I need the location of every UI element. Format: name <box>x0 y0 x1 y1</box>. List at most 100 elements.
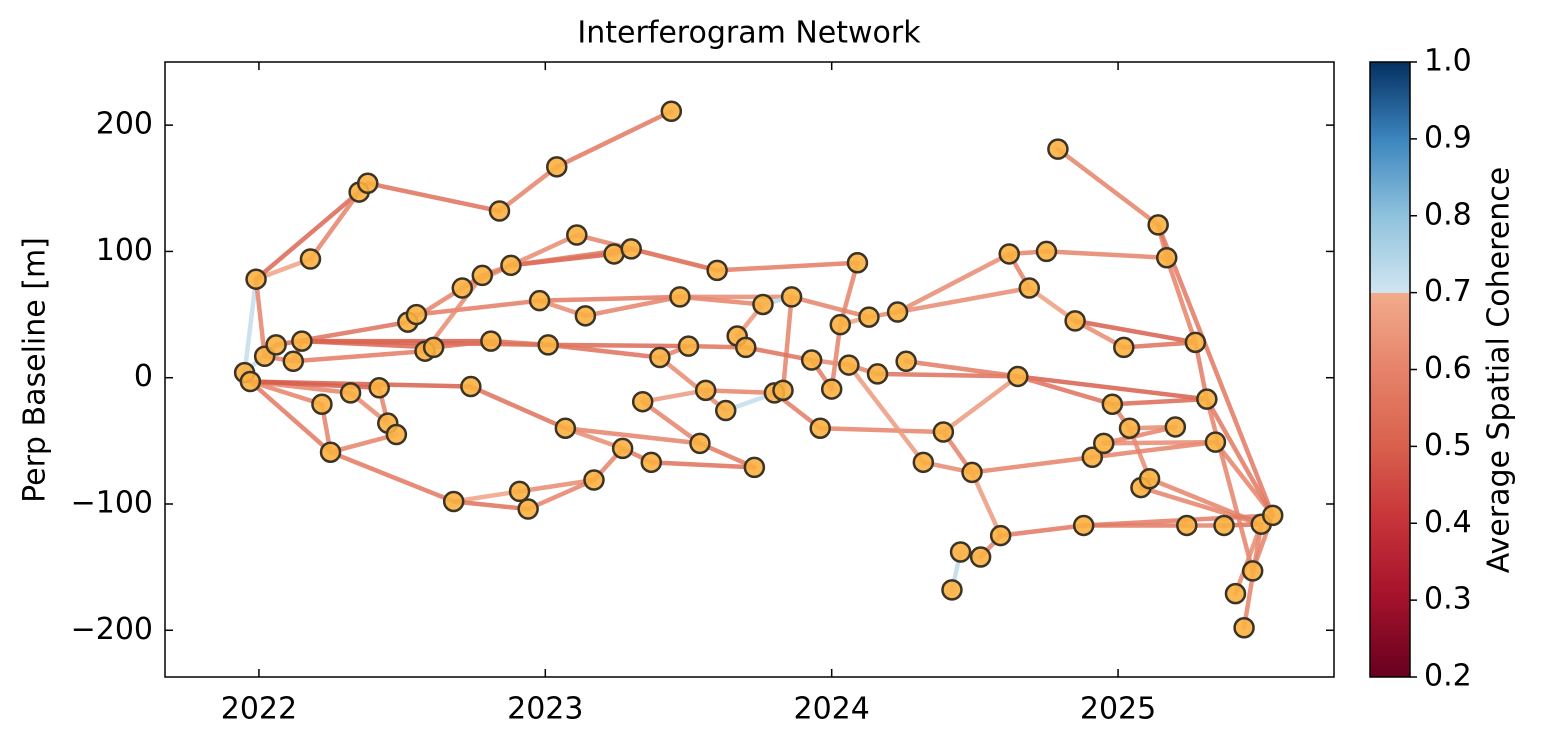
edge <box>649 460 757 470</box>
acquisition-node <box>480 330 502 352</box>
y-tick-label: 100 <box>96 233 153 268</box>
edge <box>1015 374 1210 402</box>
acquisition-node <box>949 541 972 563</box>
colorbar-tick-label: 0.7 <box>1424 274 1472 309</box>
acquisition-node <box>820 378 843 400</box>
colorbar-tick-label: 0.5 <box>1424 428 1472 463</box>
edge <box>508 232 580 268</box>
edge <box>517 477 597 494</box>
acquisition-node <box>1081 446 1104 469</box>
edge <box>248 379 325 407</box>
edge <box>1110 396 1210 407</box>
acquisition-node <box>829 313 852 336</box>
acquisition-node <box>291 330 313 352</box>
acquisition-node <box>566 224 588 246</box>
colorbar-tick-label: 1.0 <box>1424 44 1472 79</box>
acquisition-node <box>574 305 597 327</box>
edge <box>829 322 843 392</box>
edge <box>414 298 542 317</box>
acquisition-node <box>961 461 983 484</box>
acquisition-node <box>1213 514 1235 537</box>
acquisition-node <box>895 350 917 373</box>
acquisition-node <box>838 354 860 376</box>
acquisition-node <box>620 238 642 260</box>
acquisition-node <box>714 399 737 422</box>
acquisition-node <box>282 350 305 373</box>
edge <box>248 379 474 389</box>
acquisition-node <box>1261 504 1284 527</box>
acquisition-node <box>1064 310 1086 332</box>
edge <box>780 294 794 393</box>
edge <box>1055 146 1161 228</box>
x-tick-label: 2022 <box>221 692 297 727</box>
edge <box>525 477 597 512</box>
acquisition-node <box>1118 417 1141 439</box>
acquisition-node <box>912 451 935 474</box>
edge <box>497 164 560 214</box>
acquisition-node <box>1204 431 1227 453</box>
acquisition-node <box>1093 432 1115 455</box>
acquisition-node <box>640 451 663 474</box>
acquisition-node <box>1035 240 1058 263</box>
edge <box>1233 521 1264 596</box>
edge <box>545 342 691 349</box>
edge <box>1072 318 1198 345</box>
acquisition-node <box>969 546 992 568</box>
x-tick-label: 2023 <box>507 692 583 727</box>
edge <box>1101 424 1178 446</box>
edge <box>1044 249 1170 260</box>
acquisition-node <box>546 156 568 178</box>
edge <box>253 276 267 359</box>
acquisition-node <box>1156 246 1178 269</box>
colorbar-tick-label: 0.6 <box>1424 351 1472 386</box>
acquisition-node <box>1184 331 1207 354</box>
acquisition-node <box>846 252 869 274</box>
acquisition-node <box>583 469 605 491</box>
acquisition-node <box>1233 616 1255 639</box>
acquisition-node <box>460 375 482 398</box>
edge <box>714 260 860 273</box>
y-tick-label: −100 <box>71 485 153 520</box>
acquisition-node <box>537 334 559 356</box>
acquisition-node <box>800 349 823 371</box>
acquisition-node <box>743 456 766 479</box>
edge <box>328 432 399 455</box>
acquisition-node <box>517 498 539 520</box>
acquisition-node <box>1224 582 1247 605</box>
edge <box>242 276 259 375</box>
y-tick-label: 0 <box>134 359 153 394</box>
acquisition-node <box>500 254 522 277</box>
acquisition-node <box>368 377 390 399</box>
plot-frame <box>164 61 1335 678</box>
acquisition-node <box>998 243 1020 265</box>
acquisition-node <box>528 289 551 312</box>
edge <box>451 489 522 504</box>
edge <box>468 384 568 431</box>
acquisition-node <box>488 200 511 222</box>
acquisition-node <box>339 382 362 404</box>
edge <box>998 523 1086 538</box>
edge <box>640 399 703 446</box>
acquisition-node <box>941 579 963 601</box>
y-tick-label: 200 <box>96 107 153 142</box>
acquisition-node <box>631 390 654 413</box>
edge <box>1204 396 1255 574</box>
acquisition-node <box>752 293 774 316</box>
edge <box>563 425 703 446</box>
acquisition-node <box>780 286 803 308</box>
acquisition-node <box>311 393 333 415</box>
edges <box>242 109 1275 630</box>
acquisition-node <box>1007 365 1029 388</box>
acquisition-node <box>405 303 428 326</box>
y-tick-label: −200 <box>71 612 153 647</box>
colorbar <box>1369 61 1411 678</box>
edge <box>789 294 872 320</box>
edge <box>969 455 1095 475</box>
acquisition-node <box>319 441 342 463</box>
acquisition-node <box>677 335 700 357</box>
y-axis-label: Perp Baseline [m] <box>18 237 53 503</box>
acquisition-node <box>1072 514 1095 537</box>
colorbar-tick-label: 0.9 <box>1424 120 1472 155</box>
edge <box>903 359 1021 379</box>
